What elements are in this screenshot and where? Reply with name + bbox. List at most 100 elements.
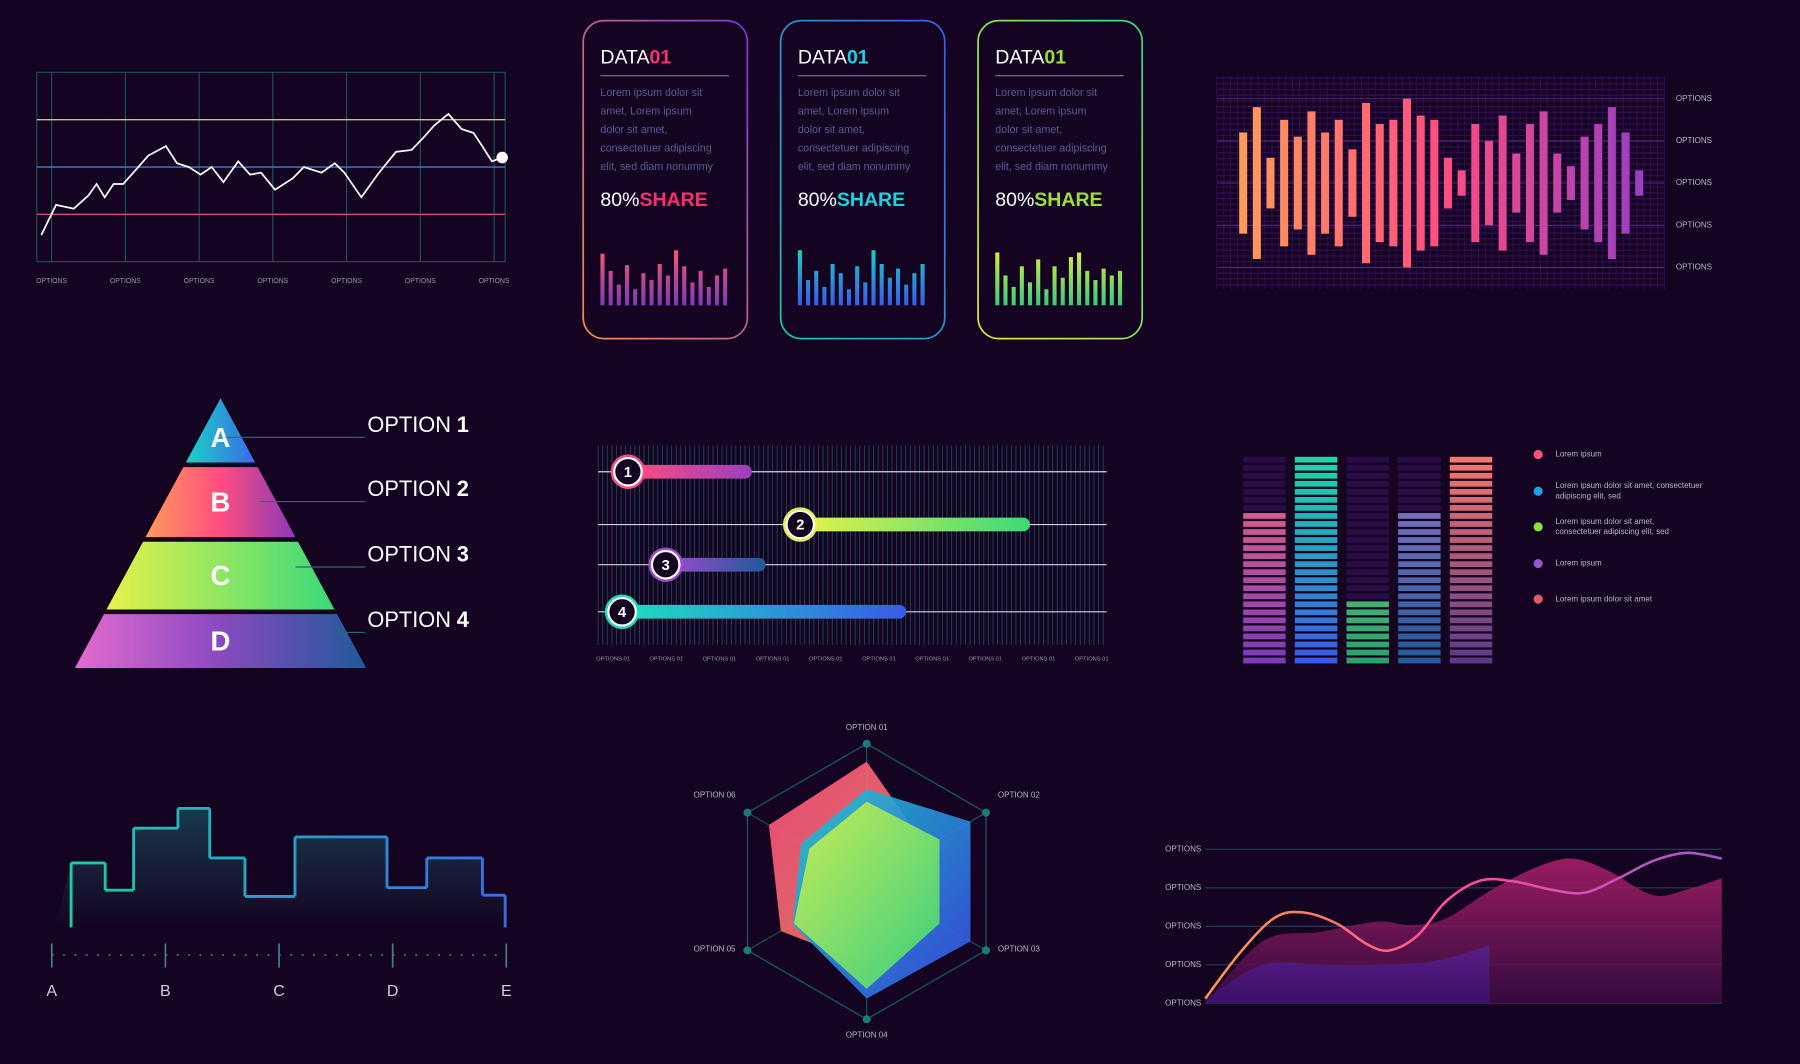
level-segment: [1449, 464, 1493, 471]
level-segment: [1449, 537, 1493, 543]
empty-segment: [1346, 553, 1389, 559]
level-segment: [1346, 617, 1389, 624]
column-fill: [1398, 513, 1441, 664]
x-tick-label: OPTIONS 01: [862, 656, 896, 662]
x-tick-label: OPTIONS: [479, 278, 510, 285]
card-body: Lorem ipsum dolor sit: [798, 87, 900, 99]
empty-segment: [1398, 505, 1441, 511]
card: [977, 19, 1144, 340]
level-segment: [1294, 585, 1338, 592]
bar: [1362, 102, 1371, 264]
level-segment: [1294, 625, 1338, 632]
mini-bar: [1011, 286, 1016, 306]
bar: [1621, 132, 1630, 234]
empty-segment: [1346, 488, 1389, 495]
level-segment: [1398, 577, 1441, 584]
level-segment: [1449, 480, 1493, 487]
level-segment: [1346, 633, 1389, 640]
level-segment: [1294, 496, 1338, 503]
mini-bar: [1036, 259, 1041, 306]
legend-text: Lorem ipsum: [1555, 450, 1602, 459]
mini-bar: [830, 263, 835, 306]
card-body: elit, sed diam nonummy: [798, 161, 911, 173]
level-segment: [1449, 585, 1493, 592]
mini-bar: [1044, 289, 1049, 306]
tier-letter: D: [211, 626, 231, 657]
level-segment: [1398, 649, 1441, 656]
bar: [1307, 111, 1316, 255]
option-word: OPTION: [367, 476, 451, 501]
mini-bar: [1101, 268, 1106, 306]
y-tick-label: OPTIONS: [1676, 178, 1712, 187]
legend-dot: [1533, 486, 1543, 496]
level-segment: [1398, 609, 1441, 616]
share-word: SHARE: [837, 189, 905, 211]
x-tick-label: OPTIONS: [257, 278, 288, 285]
level-segment: [1449, 456, 1493, 463]
level-segment: [1449, 513, 1493, 519]
level-segment: [1398, 545, 1441, 551]
radar-area: [793, 801, 940, 989]
tier-letter: B: [211, 487, 231, 518]
card-share: 80%SHARE: [600, 189, 707, 211]
card-body: amet, Lorem ipsum: [995, 105, 1086, 117]
level-segment: [1294, 553, 1338, 559]
mini-bar: [657, 263, 662, 306]
title-word: DATA: [995, 47, 1044, 69]
option-word: OPTION: [367, 541, 451, 566]
x-tick-label: OPTIONS: [110, 278, 141, 285]
share-word: SHARE: [639, 189, 707, 211]
pyramid-tier: [106, 541, 335, 610]
level-segment: [1294, 529, 1338, 535]
mini-bar: [838, 273, 843, 306]
marker: [650, 549, 681, 580]
axis-label: OPTION 05: [694, 944, 736, 953]
bar: [1484, 140, 1493, 226]
mini-bar: [674, 250, 679, 306]
level-segment: [1449, 601, 1493, 608]
share-value: 80%: [995, 189, 1034, 211]
mini-bar: [855, 266, 860, 306]
pyramid-tier: [74, 614, 367, 669]
mini-bar: [624, 265, 630, 306]
level-segment: [1346, 625, 1389, 632]
y-tick-label: OPTIONS: [1165, 844, 1201, 853]
empty-segment: [1398, 488, 1441, 495]
x-tick-label: C: [273, 982, 285, 1000]
mini-bar: [904, 284, 909, 306]
level-segment: [1243, 537, 1286, 543]
empty-segment: [1398, 464, 1441, 471]
y-tick-label: OPTIONS: [1165, 998, 1201, 1007]
bar: [1416, 115, 1425, 251]
level-segment: [1449, 488, 1493, 495]
level-segment: [1243, 585, 1286, 592]
level-segment: [1294, 593, 1338, 600]
column-fill: [1243, 513, 1286, 664]
level-segment: [1243, 657, 1286, 664]
level-segment: [1294, 464, 1338, 471]
empty-segment: [1398, 472, 1441, 479]
empty-segment: [1346, 593, 1389, 600]
level-segment: [1294, 649, 1338, 656]
x-tick-label: OPTIONS 01: [756, 656, 790, 662]
card-title: DATA01: [798, 47, 869, 69]
card-share: 80%SHARE: [798, 189, 905, 211]
share-value: 80%: [798, 189, 837, 211]
legend-text: Lorem ipsum dolor sit amet, consectetuer: [1555, 481, 1702, 490]
option-word: OPTION: [367, 412, 451, 437]
level-segment: [1449, 505, 1493, 511]
empty-segment: [1346, 545, 1389, 551]
level-segment: [1398, 529, 1441, 535]
level-segment: [1398, 633, 1441, 640]
level-segment: [1243, 561, 1286, 568]
card-body: dolor sit amet,: [798, 124, 865, 136]
level-segment: [1243, 521, 1286, 527]
level-segment: [1243, 577, 1286, 584]
mini-bar: [1027, 282, 1033, 306]
range-bar: [800, 517, 1031, 532]
mini-bar: [641, 273, 646, 306]
title-word: DATA: [600, 47, 649, 69]
legend-dot: [1533, 522, 1543, 532]
axis-dot: [743, 946, 752, 955]
